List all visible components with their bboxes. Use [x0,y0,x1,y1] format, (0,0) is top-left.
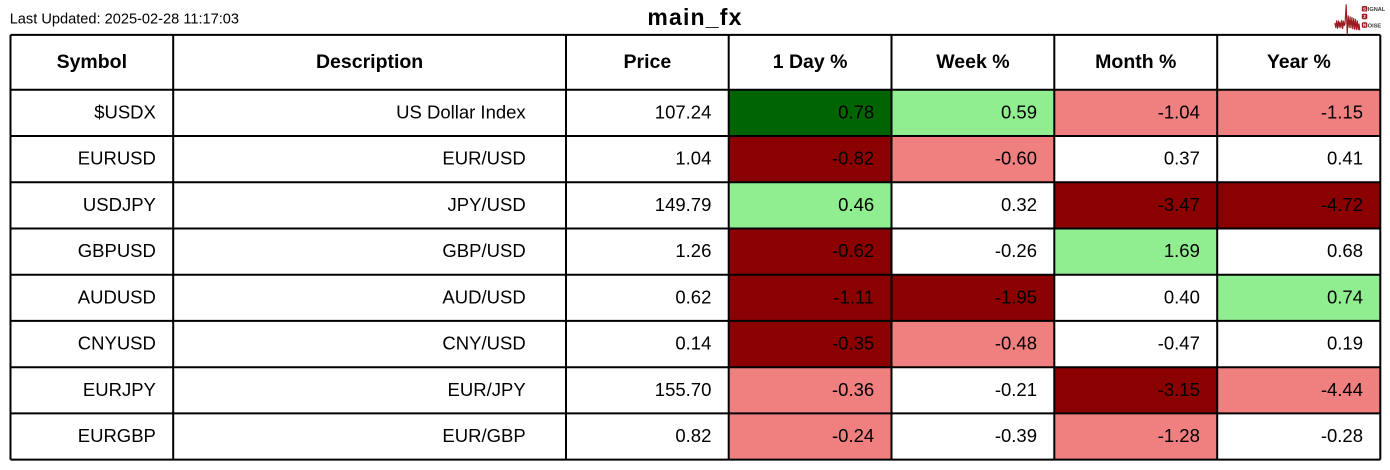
svg-text:EURJPY: EURJPY [83,379,156,400]
svg-text:-1.95: -1.95 [995,286,1037,307]
svg-text:107.24: 107.24 [655,102,712,123]
svg-text:-1.04: -1.04 [1158,102,1200,123]
svg-text:EUR/JPY: EUR/JPY [448,379,526,400]
svg-text:Price: Price [624,51,672,73]
svg-text:Symbol: Symbol [57,51,127,73]
svg-text:0.74: 0.74 [1327,286,1363,307]
svg-text:0.41: 0.41 [1327,148,1363,169]
svg-text:Description: Description [316,51,423,73]
svg-text:Month %: Month % [1095,51,1176,73]
svg-text:EURUSD: EURUSD [78,148,156,169]
svg-text:0.62: 0.62 [675,286,711,307]
svg-text:-0.60: -0.60 [995,148,1037,169]
svg-text:1.04: 1.04 [675,148,711,169]
svg-text:-0.36: -0.36 [832,379,874,400]
svg-text:-1.11: -1.11 [833,286,874,307]
svg-text:JPY/USD: JPY/USD [448,194,526,215]
svg-text:USDJPY: USDJPY [83,194,156,215]
svg-text:Week %: Week % [936,51,1009,73]
svg-text:-4.44: -4.44 [1321,379,1363,400]
svg-text:Year %: Year % [1267,51,1331,73]
svg-text:-0.26: -0.26 [995,240,1037,261]
svg-text:0.68: 0.68 [1327,240,1363,261]
svg-text:CNY/USD: CNY/USD [442,333,525,354]
svg-text:0.59: 0.59 [1001,102,1037,123]
svg-text:0.37: 0.37 [1164,148,1200,169]
svg-text:-0.39: -0.39 [995,425,1037,446]
svg-text:-0.47: -0.47 [1158,333,1200,354]
svg-text:-0.35: -0.35 [832,333,874,354]
svg-text:-1.15: -1.15 [1321,102,1363,123]
svg-text:GBPUSD: GBPUSD [78,240,156,261]
svg-text:155.70: 155.70 [655,379,712,400]
svg-text:-0.24: -0.24 [832,425,874,446]
svg-text:0.78: 0.78 [838,102,874,123]
svg-text:CNYUSD: CNYUSD [78,333,156,354]
svg-text:$USDX: $USDX [94,102,156,123]
svg-text:-0.21: -0.21 [995,379,1037,400]
svg-text:-0.48: -0.48 [995,333,1037,354]
svg-text:EURGBP: EURGBP [78,425,156,446]
svg-text:0.19: 0.19 [1327,333,1363,354]
svg-text:AUD/USD: AUD/USD [442,286,525,307]
svg-text:-0.82: -0.82 [832,148,874,169]
svg-text:-3.15: -3.15 [1158,379,1200,400]
svg-text:S: S [1363,6,1366,11]
svg-text:-4.72: -4.72 [1321,194,1363,215]
svg-text:1.26: 1.26 [675,240,711,261]
svg-text:main_fx: main_fx [647,4,742,30]
svg-text:OISE: OISE [1368,24,1382,30]
svg-text:1 Day %: 1 Day % [773,51,848,73]
svg-text:EUR/GBP: EUR/GBP [442,425,525,446]
svg-text:N: N [1363,23,1367,28]
svg-text:AUDUSD: AUDUSD [78,286,156,307]
svg-text:1.69: 1.69 [1164,240,1200,261]
svg-text:-0.28: -0.28 [1321,425,1363,446]
svg-text:-1.28: -1.28 [1158,425,1200,446]
svg-text:US Dollar Index: US Dollar Index [396,102,526,123]
svg-text:0.40: 0.40 [1164,286,1200,307]
svg-text:0.32: 0.32 [1001,194,1037,215]
svg-text:0.46: 0.46 [838,194,874,215]
svg-text:GBP/USD: GBP/USD [442,240,525,261]
svg-text:149.79: 149.79 [655,194,712,215]
svg-text:EUR/USD: EUR/USD [442,148,525,169]
svg-text:2: 2 [1363,14,1366,19]
svg-text:Last Updated: 2025-02-28 11:17: Last Updated: 2025-02-28 11:17:03 [10,11,239,27]
svg-text:-0.62: -0.62 [832,240,874,261]
svg-text:-3.47: -3.47 [1158,194,1200,215]
svg-text:0.14: 0.14 [675,333,711,354]
svg-text:0.82: 0.82 [675,425,711,446]
svg-text:IGNAL: IGNAL [1368,7,1386,13]
